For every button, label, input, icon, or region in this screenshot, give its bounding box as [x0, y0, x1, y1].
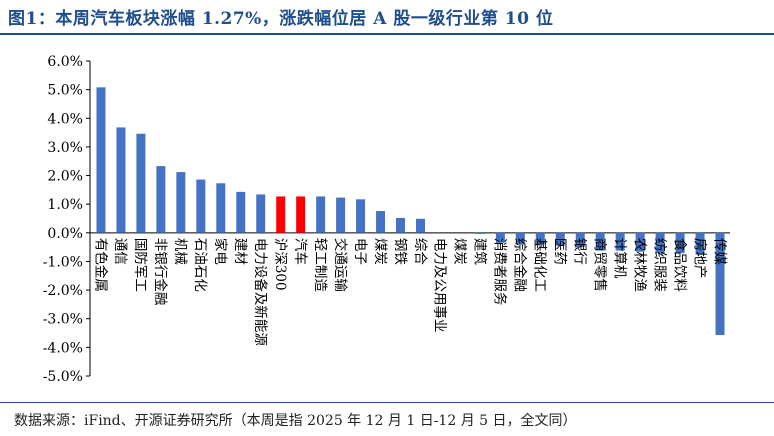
- y-tick-label: 3.0%: [47, 140, 83, 156]
- y-tick-label: -4.0%: [43, 340, 83, 356]
- category-label: 有色金属: [92, 238, 109, 292]
- bar: [415, 218, 425, 233]
- category-label: 建材: [232, 238, 248, 265]
- category-label: 基础化工: [532, 238, 549, 292]
- bar: [555, 232, 565, 246]
- bar: [535, 232, 545, 245]
- category-label: 房地产: [691, 238, 707, 279]
- category-label: 纺织服装: [651, 238, 667, 292]
- y-tick-label: 4.0%: [47, 111, 83, 127]
- bar: [256, 194, 266, 233]
- bar: [376, 211, 386, 233]
- category-label: 煤炭: [372, 238, 388, 265]
- category-label: 消费者服务: [492, 238, 508, 306]
- data-source-note: 数据来源：iFind、开源证券研究所（本周是指 2025 年 12 月 1 日-…: [14, 413, 577, 429]
- category-label: 建筑: [472, 238, 488, 265]
- category-label: 通信: [112, 238, 128, 265]
- source-rule: [0, 402, 774, 403]
- category-label: 商贸零售: [591, 238, 607, 292]
- y-tick-label: -1.0%: [43, 254, 83, 270]
- category-label: 电子: [352, 238, 368, 265]
- category-label: 国防军工: [132, 238, 148, 292]
- bar: [236, 191, 246, 233]
- y-tick-label: 2.0%: [47, 169, 83, 185]
- bar: [156, 166, 166, 233]
- y-tick-label: -2.0%: [43, 283, 83, 299]
- category-label: 沪深300: [272, 238, 288, 291]
- category-label: 电力设备及新能源: [252, 238, 269, 346]
- category-label: 医药: [552, 238, 568, 265]
- bar: [675, 232, 685, 254]
- category-label: 钢铁: [392, 238, 408, 265]
- bar-chart: 6.0% 5.0% 4.0% 3.0% 2.0% 1.0% 0.0% -1.0% -2.0% -3…: [43, 54, 730, 385]
- bar: [475, 232, 485, 234]
- category-label: 综合金融: [512, 238, 528, 292]
- category-label: 农林牧渔: [631, 238, 647, 292]
- category-label: 计算机: [611, 238, 627, 279]
- bar: [695, 232, 705, 255]
- category-label: 家电: [212, 238, 229, 265]
- category-label: 食品饮料: [671, 238, 688, 292]
- bar: [96, 87, 106, 233]
- bar: [635, 232, 645, 252]
- bar: [715, 232, 725, 336]
- category-labels: 有色金属 通信 国防军工 非银行金融 机械 石油石化 家电 建材 电力设备及新能源 沪深300 汽车…: [92, 238, 727, 346]
- category-label: 非银行金融: [152, 238, 168, 306]
- bar: [495, 232, 505, 243]
- category-label: 传媒: [711, 238, 727, 265]
- bar: [615, 232, 625, 251]
- title-rule: [0, 33, 774, 35]
- y-tick-label: -3.0%: [43, 312, 83, 328]
- category-label: 轻工制造: [312, 238, 328, 292]
- bar: [116, 127, 126, 233]
- category-label: 交通运输: [332, 238, 349, 292]
- bar: [396, 217, 406, 233]
- y-tick-label: 6.0%: [47, 54, 83, 70]
- y-tick-label: -5.0%: [43, 369, 83, 385]
- bar: [296, 196, 306, 233]
- bar: [336, 197, 346, 233]
- category-label: 电力及公用事业: [432, 238, 448, 333]
- bar: [356, 199, 366, 233]
- y-axis: 6.0% 5.0% 4.0% 3.0% 2.0% 1.0% 0.0% -1.0% -2.0% -3…: [43, 54, 730, 385]
- bar: [176, 172, 186, 233]
- category-label: 综合: [412, 238, 428, 265]
- bar: [575, 232, 585, 248]
- category-label: 机械: [172, 238, 188, 265]
- y-tick-label: 0.0%: [47, 226, 83, 242]
- bar: [196, 179, 206, 233]
- bar-series: [96, 87, 725, 336]
- category-label: 石油石化: [192, 238, 208, 292]
- bar: [136, 133, 146, 233]
- bar: [515, 232, 525, 245]
- category-label: 煤炭: [452, 238, 468, 265]
- y-tick-label: 5.0%: [47, 83, 83, 99]
- category-label: 银行: [572, 238, 588, 265]
- figure-title: 图1：本周汽车板块涨幅 1.27%，涨跌幅位居 A 股一级行业第 10 位: [8, 9, 554, 29]
- bar: [276, 196, 286, 233]
- bar: [316, 196, 326, 233]
- y-tick-label: 1.0%: [47, 197, 83, 213]
- category-label: 汽车: [292, 238, 309, 265]
- bar: [595, 232, 605, 251]
- bar: [216, 183, 226, 233]
- bar: [655, 232, 665, 254]
